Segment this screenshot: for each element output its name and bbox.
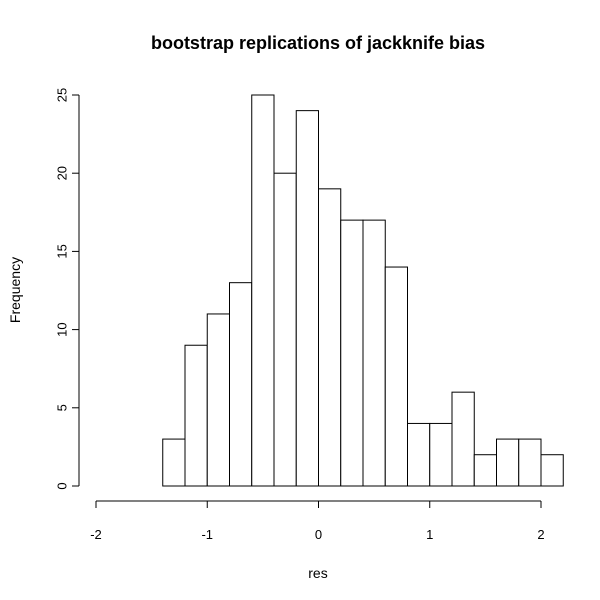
x-tick-label: 2 — [537, 527, 544, 542]
histogram-bar — [429, 422, 453, 487]
y-axis-label: Frequency — [7, 257, 23, 323]
y-axis: 0 5 10 15 20 25 — [55, 88, 80, 490]
x-axis: -2 -1 0 1 2 — [90, 500, 545, 542]
histogram-bar — [362, 219, 386, 487]
histogram-bar — [496, 438, 520, 487]
y-tick-label: 5 — [55, 404, 70, 411]
histogram-bar — [407, 422, 431, 487]
bars-group — [162, 94, 564, 487]
x-tick-label: -1 — [201, 527, 213, 542]
y-tick-label: 15 — [55, 244, 70, 258]
y-tick-label: 20 — [55, 166, 70, 180]
x-tick-label: -2 — [90, 527, 102, 542]
histogram-bar — [318, 188, 342, 487]
x-tick-label: 1 — [426, 527, 433, 542]
histogram-bar — [473, 454, 497, 487]
chart-title: bootstrap replications of jackknife bias — [151, 33, 485, 53]
x-tick-label: 0 — [315, 527, 322, 542]
histogram-bar — [384, 266, 408, 487]
histogram-bar — [162, 438, 186, 487]
histogram-bar — [229, 282, 253, 487]
y-tick-label: 25 — [55, 88, 70, 102]
histogram-bar — [184, 344, 208, 487]
histogram-bar — [251, 94, 275, 487]
histogram-bar — [540, 454, 564, 487]
histogram-bar — [518, 438, 542, 487]
histogram-bar — [451, 391, 475, 487]
histogram-bar — [295, 110, 319, 487]
y-tick-label: 10 — [55, 322, 70, 336]
histogram-bar — [273, 172, 297, 487]
y-tick-label: 0 — [55, 482, 70, 489]
histogram-bar — [340, 219, 364, 487]
histogram-bar — [206, 313, 230, 487]
x-axis-label: res — [308, 565, 327, 581]
